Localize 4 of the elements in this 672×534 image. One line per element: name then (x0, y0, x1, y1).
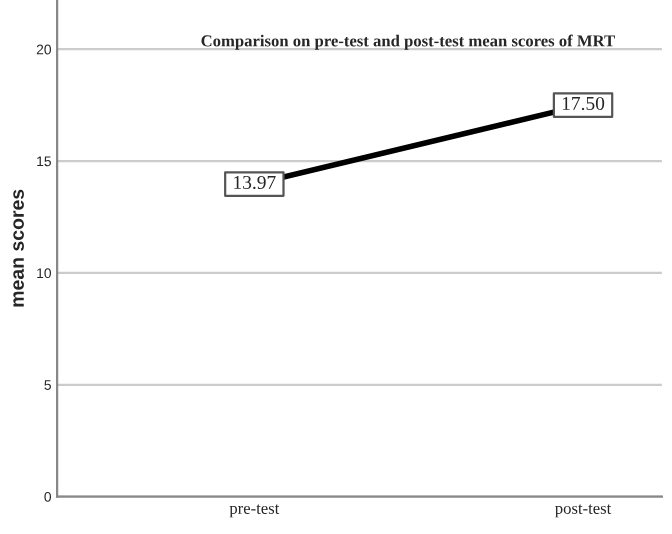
text: Comparison on pre-test and post-test mean scores of MRT (201, 34, 615, 50)
y-axis-title: mean scores (13, 189, 24, 307)
x-tick-label: pre-test (229, 504, 280, 518)
x-tick-label: post-test (555, 504, 612, 518)
